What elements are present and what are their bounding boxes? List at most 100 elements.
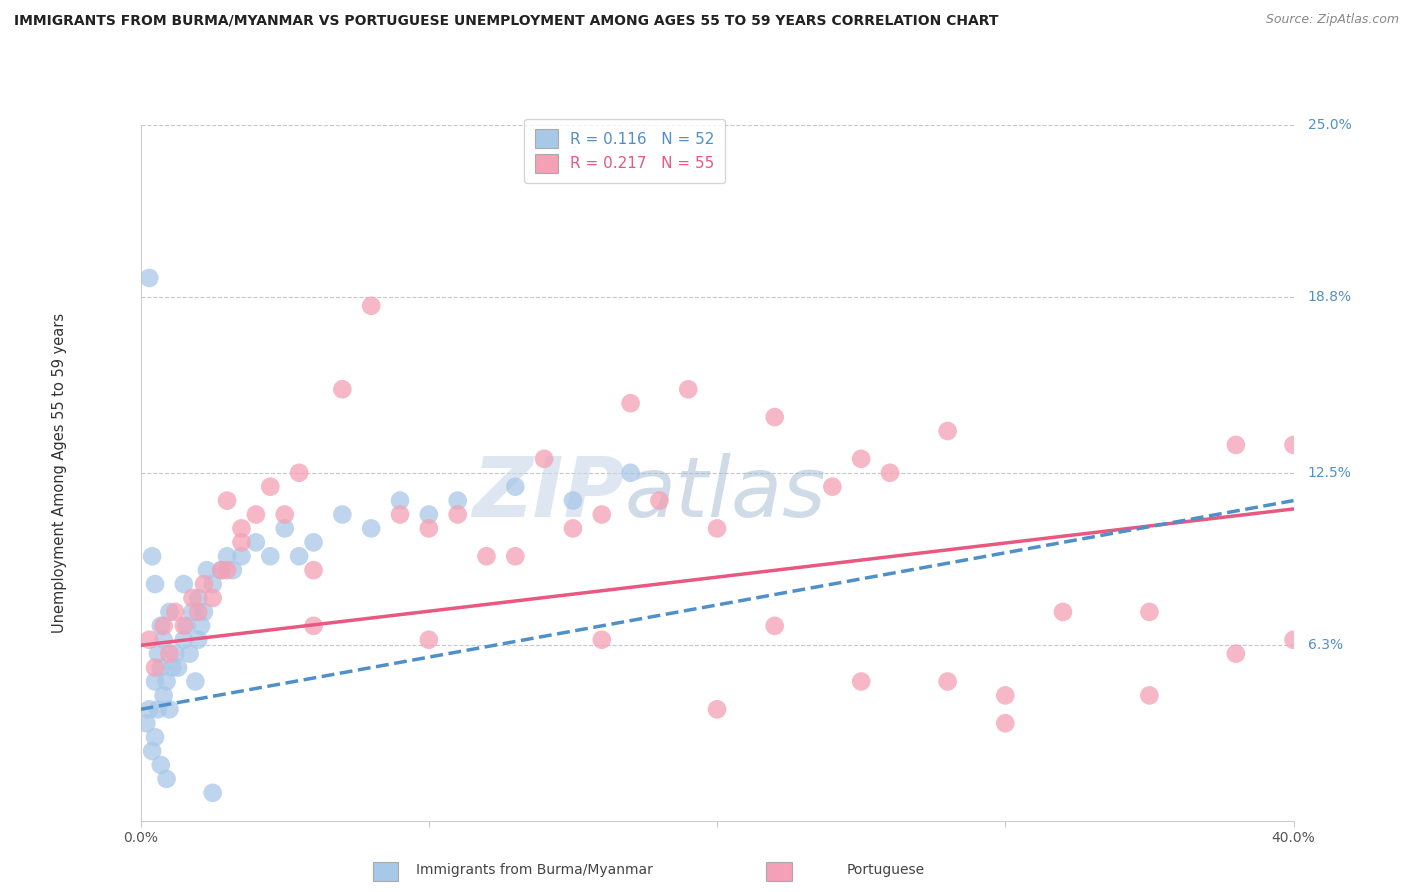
Point [190,619,212,633]
Point [141,549,163,564]
Point [209,563,232,577]
Point [217,563,239,577]
Text: atlas: atlas [624,453,827,534]
Point [1282,632,1305,647]
Point [259,480,281,494]
Point [678,382,700,396]
Point [167,660,190,674]
Point [447,508,470,522]
Point [245,508,267,522]
Point [201,577,224,591]
Text: Immigrants from Burma/Myanmar: Immigrants from Burma/Myanmar [416,863,652,877]
Point [879,466,901,480]
Point [187,605,209,619]
Point [195,563,218,577]
Point [1052,605,1074,619]
Point [332,508,354,522]
Point [1282,438,1305,452]
Point [763,619,786,633]
Point [332,382,354,396]
Point [360,521,382,535]
Text: Source: ZipAtlas.com: Source: ZipAtlas.com [1265,13,1399,27]
Point [1139,689,1161,703]
Point [159,702,180,716]
Point [184,674,207,689]
Point [231,535,253,549]
Point [849,451,872,466]
Point [706,521,728,535]
Point [149,660,172,674]
Point [152,632,174,647]
Point [591,632,613,647]
Point [193,577,215,591]
Point [648,493,671,508]
Point [418,632,440,647]
Point [152,619,174,633]
Point [173,577,195,591]
Point [209,563,232,577]
Point [181,591,204,605]
Point [201,786,224,800]
Point [143,577,166,591]
Point [173,619,195,633]
Point [619,396,641,410]
Point [138,702,160,716]
Point [143,730,166,744]
Point [562,493,585,508]
Point [155,674,177,689]
Point [143,674,166,689]
Point [302,619,325,633]
Point [193,605,215,619]
Point [388,493,412,508]
Text: IMMIGRANTS FROM BURMA/MYANMAR VS PORTUGUESE UNEMPLOYMENT AMONG AGES 55 TO 59 YEA: IMMIGRANTS FROM BURMA/MYANMAR VS PORTUGU… [14,13,998,28]
Point [288,466,311,480]
Point [138,271,160,285]
Point [138,632,160,647]
Point [217,493,239,508]
Point [217,549,239,564]
Point [187,591,209,605]
Point [165,647,187,661]
Point [388,508,412,522]
Point [231,549,253,564]
Point [165,605,187,619]
Point [274,508,297,522]
Point [162,660,184,674]
Point [146,702,169,716]
Point [179,647,201,661]
Point [763,410,786,425]
Point [418,508,440,522]
Point [1225,647,1247,661]
Text: ZIP: ZIP [472,453,624,534]
Text: Portuguese: Portuguese [846,863,925,877]
Point [149,619,172,633]
Text: 6.3%: 6.3% [1308,639,1343,652]
Point [360,299,382,313]
Point [505,480,527,494]
Point [176,619,198,633]
Point [1139,605,1161,619]
Point [135,716,157,731]
Point [849,674,872,689]
Point [821,480,844,494]
Point [141,744,163,758]
Point [152,689,174,703]
Point [706,702,728,716]
Point [619,466,641,480]
Point [1225,438,1247,452]
Point [159,647,180,661]
Point [936,424,959,438]
Text: 18.8%: 18.8% [1308,291,1353,304]
Point [562,521,585,535]
Point [302,535,325,549]
Text: 12.5%: 12.5% [1308,466,1351,480]
Point [159,605,180,619]
Point [274,521,297,535]
Point [288,549,311,564]
Point [155,772,177,786]
Point [173,632,195,647]
Point [181,605,204,619]
Point [231,521,253,535]
Point [533,451,555,466]
Point [143,660,166,674]
